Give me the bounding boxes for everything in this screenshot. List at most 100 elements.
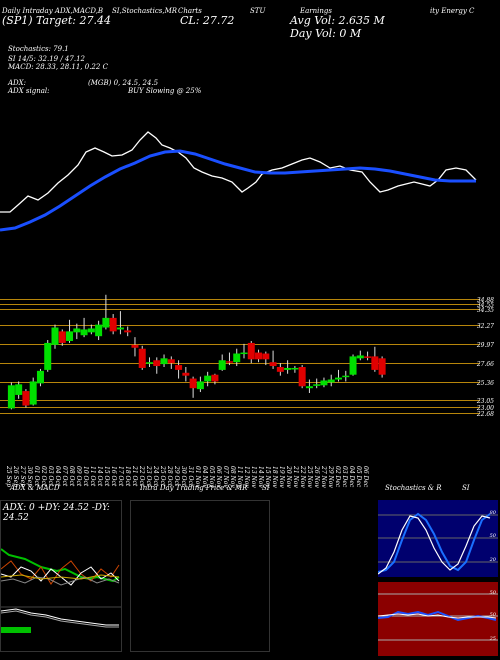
candle <box>124 326 132 337</box>
price-label-7: 25.36 <box>476 380 494 387</box>
candle <box>364 351 372 361</box>
candle <box>160 354 168 367</box>
candle <box>167 356 175 369</box>
adx-label: ADX: <box>8 79 27 87</box>
candle <box>211 373 219 385</box>
price-level-line <box>0 304 480 305</box>
rsi-axis-2: 50 <box>489 612 496 618</box>
stochastics-readout: Stochastics: 79.1 <box>8 45 69 53</box>
header-indicator-list: SI,Stochastics,MR <box>112 7 178 15</box>
price-label-2: 34.55 <box>476 302 494 309</box>
candle <box>116 311 124 335</box>
candle <box>313 378 321 389</box>
stochastics-panel: 80 50 20 <box>378 500 498 577</box>
header-charts-label: Charts <box>178 7 202 15</box>
date-label: 10 Oct <box>82 466 89 487</box>
date-label: 16 Oct <box>110 466 117 487</box>
date-label: 07 Oct <box>61 466 68 487</box>
date-label: 19 Nov <box>278 466 285 488</box>
adx-values: (MGB) 0, 24.5, 24.5 <box>88 79 159 87</box>
header-target: (SP1) Target: 27.44 <box>2 14 111 27</box>
date-label: 25 Nov <box>306 466 313 488</box>
candle <box>73 323 81 340</box>
moving-average-line <box>0 149 476 232</box>
candle <box>95 320 103 341</box>
date-label: 14 Oct <box>96 466 103 487</box>
header-avg-volume: Avg Vol: 2.635 M <box>290 14 385 27</box>
price-level-line <box>0 309 480 310</box>
price-trend-line <box>0 131 477 213</box>
price-level-line <box>0 363 480 364</box>
price-label-1: 34.88 <box>476 297 494 304</box>
stoch-axis-50: 50 <box>489 533 496 539</box>
adx-lines <box>1 548 121 633</box>
candle <box>7 382 15 410</box>
candle <box>189 376 197 398</box>
trend-chart <box>0 131 477 232</box>
rsi-axis-3: 25 <box>489 636 496 642</box>
date-label: 03 Dec <box>341 466 348 488</box>
date-label: 15 Oct <box>103 466 110 487</box>
candle <box>204 371 212 387</box>
stoch-title: Stochastics & R <box>385 484 442 492</box>
candle <box>15 381 23 399</box>
candle <box>349 354 357 376</box>
date-label: 29 Nov <box>327 466 334 488</box>
adx-macd-title: ADX & MACD <box>10 484 60 492</box>
candle <box>51 324 59 349</box>
candle <box>284 360 292 374</box>
macd-readout: MACD: 28.33, 28.11, 0.22 C <box>8 63 108 71</box>
price-level-line <box>0 400 480 401</box>
header-earnings: Earnings <box>300 7 332 15</box>
header-ticker-info: Daily Intraday ADX,MACD,B <box>2 7 104 15</box>
date-label: 20 Nov <box>285 466 292 488</box>
price-level-line <box>0 344 480 345</box>
candle <box>262 351 270 366</box>
price-label-9: 23.00 <box>476 405 494 412</box>
candle <box>335 369 342 382</box>
buy-signal: BUY Slowing @ 25% <box>128 87 202 95</box>
candle <box>87 324 95 335</box>
candle <box>218 354 226 371</box>
candle <box>131 337 139 357</box>
candle <box>247 341 255 364</box>
header-symbol: STU <box>250 7 266 15</box>
stochastics-lines <box>378 512 498 575</box>
adx-macd-panel: ADX: 0 +DY: 24.52 -DY: 24.52 <box>0 500 122 652</box>
date-label: 22 Nov <box>299 466 306 488</box>
price-level-line <box>0 299 480 300</box>
adx-signal-label: ADX signal: <box>8 87 50 95</box>
date-label: 18 Oct <box>124 466 131 487</box>
candle <box>225 352 233 366</box>
candle <box>44 340 52 372</box>
candle <box>36 368 44 387</box>
price-level-line <box>0 413 480 414</box>
candle <box>109 314 117 335</box>
date-label: 13 Nov <box>250 466 257 488</box>
candle <box>153 357 161 374</box>
header-company: ity Energy C <box>430 7 475 15</box>
candle <box>182 367 190 382</box>
candlestick-chart <box>7 294 386 410</box>
date-label: 08 Oct <box>68 466 75 487</box>
price-level-line <box>0 382 480 383</box>
candle <box>80 317 88 338</box>
candle <box>291 366 299 373</box>
adx-dmi-readout: ADX: 0 +DY: 24.52 -DY: 24.52 <box>3 503 110 523</box>
price-label-3: 34.35 <box>476 307 494 314</box>
candle <box>138 345 146 370</box>
price-label-10: 22.68 <box>476 411 494 418</box>
candle <box>327 374 335 387</box>
date-label: 17 Oct <box>117 466 124 487</box>
price-label-5: 29.97 <box>476 342 494 349</box>
header-close-price: CL: 27.72 <box>180 14 235 27</box>
intraday-title: Intra Day Trading Price & MR <box>140 484 248 492</box>
date-label: 06 Dec <box>362 466 369 488</box>
header-day-volume: Day Vol: 0 M <box>290 27 362 40</box>
date-label: 09 Oct <box>75 466 82 487</box>
stoch-axis-80: 80 <box>489 510 496 516</box>
candle <box>305 379 313 393</box>
candle <box>146 357 153 367</box>
candle <box>298 365 306 389</box>
stoch-title-suffix: SI <box>462 484 470 492</box>
